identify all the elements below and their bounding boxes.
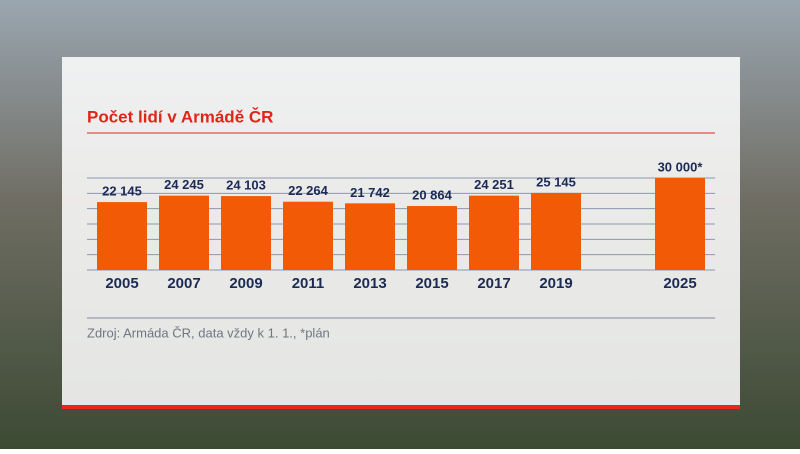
bar: [345, 203, 395, 270]
bar: [283, 201, 333, 270]
chart-title: Počet lidí v Armádě ČR: [87, 107, 273, 126]
value-label: 30 000*: [658, 159, 704, 174]
value-label: 24 245: [164, 177, 204, 192]
x-tick-label: 2013: [353, 275, 386, 292]
x-tick-label: 2025: [663, 275, 696, 292]
source-note: Zdroj: Armáda ČR, data vždy k 1. 1., *pl…: [87, 325, 330, 340]
x-tick-label: 2009: [229, 275, 262, 292]
value-label: 25 145: [536, 174, 576, 189]
bar: [407, 206, 457, 270]
x-tick-label: 2007: [167, 275, 200, 292]
x-tick-label: 2015: [415, 275, 448, 292]
bar: [531, 192, 581, 270]
bar: [655, 178, 705, 270]
bar: [159, 195, 209, 270]
value-label: 21 742: [350, 185, 390, 200]
value-label: 24 103: [226, 178, 266, 193]
value-label: 22 145: [102, 184, 142, 199]
x-tick-label: 2019: [539, 275, 572, 292]
x-tick-label: 2005: [105, 275, 138, 292]
plot: 22 145 2005 24 245 2007 24 103 2009 22 264 2011…: [87, 159, 715, 292]
panel-border: [62, 405, 740, 409]
bar: [221, 196, 271, 270]
value-label: 24 251: [474, 177, 514, 192]
value-label: 20 864: [412, 187, 453, 202]
x-tick-label: 2017: [477, 275, 510, 292]
x-tick-label: 2011: [292, 275, 325, 292]
bar: [469, 195, 519, 270]
bar: [97, 202, 147, 270]
value-label: 22 264: [288, 183, 329, 198]
